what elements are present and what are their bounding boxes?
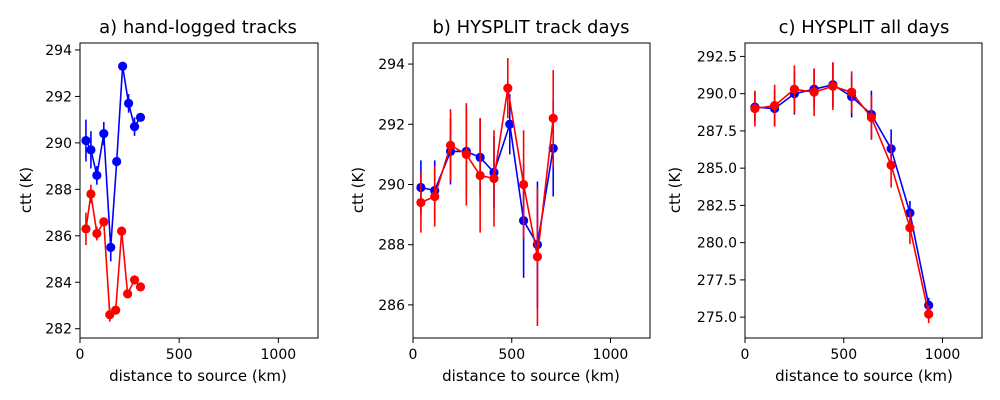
panel-a-xlabel: distance to source (km) (109, 367, 287, 385)
panel-b-red-point (430, 191, 440, 202)
panel-a-ytick-label: 284 (45, 275, 72, 291)
panel-b-ytick-label: 290 (378, 177, 405, 193)
panel-b-ytick-label: 288 (378, 238, 405, 254)
panel-b-red-point (532, 252, 543, 262)
panel-c-red-point (770, 100, 780, 111)
panel-c-red-line (754, 85, 930, 315)
panel-b-red-point (445, 140, 456, 150)
panel-a-blue-point (135, 112, 146, 122)
panel-b-series-red (416, 58, 558, 326)
panel-a-red-point (135, 282, 146, 292)
panel-a-blue-line (85, 66, 142, 248)
panel-a-red-point (129, 275, 140, 285)
panel-a-series-red (81, 184, 146, 322)
panel-c-xlabel: distance to source (km) (775, 367, 953, 385)
panel-b-xtick-label: 0 (409, 347, 418, 363)
panel-b-ytick-label: 286 (378, 298, 405, 314)
panel-a-blue-point (86, 145, 96, 155)
panel-c-title: c) HYSPLIT all days (779, 17, 950, 38)
panel-c-ytick-label: 285.0 (697, 161, 737, 177)
panel-b-xtick-label: 1000 (593, 347, 629, 363)
panel-c: c) HYSPLIT all days distance to source (… (666, 17, 983, 385)
panel-a-red-point (92, 228, 102, 239)
panel-a-title: a) hand-logged tracks (99, 17, 297, 38)
panel-c-ytick-label: 287.5 (697, 124, 737, 140)
panel-a-red-point (81, 224, 91, 234)
panel-b-red-point (489, 173, 499, 184)
panel-b-red-line (420, 88, 554, 257)
panel-c-ylabel: ctt (K) (666, 167, 684, 213)
panel-a-blue-point (129, 122, 140, 132)
panel-b-red-point (548, 113, 558, 123)
panel-a-red-point (86, 189, 96, 199)
panel-a: a) hand-logged tracks distance to source… (17, 17, 319, 385)
panel-a-ytick-label: 288 (45, 182, 72, 198)
panel-b-red-point (475, 170, 485, 181)
panel-a-red-point (123, 289, 133, 299)
panel-a-blue-point (81, 135, 91, 146)
panel-a-xtick-label: 1000 (261, 347, 297, 363)
panel-b-ylabel: ctt (K) (349, 167, 367, 213)
panel-c-plot-area: 0 500 1000 275.0 277.5 280.0 282.5 285.0 287.5 29… (697, 42, 983, 363)
panel-a-plot-area: 0 500 1000 282 284 286 288 290 292 294 (45, 42, 319, 363)
panel-a-blue-point (99, 128, 109, 139)
panel-c-red-point (789, 84, 799, 94)
panel-c-ytick-label: 290.0 (697, 87, 737, 103)
panel-c-xtick-label: 500 (830, 347, 857, 363)
panel-b-xlabel: distance to source (km) (442, 367, 620, 385)
panel-c-red-point (809, 87, 819, 97)
panel-a-blue-point (118, 61, 128, 71)
panel-c-red-point (866, 112, 877, 123)
panel-a-ytick-label: 292 (45, 89, 72, 105)
panel-b-axes-frame (412, 42, 651, 339)
panel-b-red-point (416, 197, 426, 208)
panel-c-xtick-label: 1000 (925, 347, 961, 363)
panel-a-blue-point (92, 170, 102, 181)
panel-c-ytick-label: 282.5 (697, 198, 737, 214)
panel-a-ytick-label: 282 (45, 322, 72, 338)
panel-a-axes-frame (79, 42, 319, 339)
panel-c-series-red (750, 62, 934, 324)
panel-b-ytick-label: 294 (378, 57, 405, 73)
panel-c-blue-line (754, 83, 930, 306)
panel-c-ytick-label: 280.0 (697, 236, 737, 252)
panel-c-axes-frame (744, 42, 983, 339)
panel-b-ytick-label: 292 (378, 117, 405, 133)
panel-b: b) HYSPLIT track days distance to source… (349, 17, 651, 385)
panel-a-series-blue (81, 61, 146, 262)
panel-b-plot-area: 0 500 1000 286 288 290 292 294 (378, 42, 651, 363)
panel-a-blue-point (112, 156, 122, 167)
panel-b-red-point (461, 149, 471, 159)
panel-b-xtick-label: 500 (498, 347, 525, 363)
panel-a-red-point (99, 217, 109, 227)
panel-a-xtick-label: 0 (76, 347, 85, 363)
panel-a-blue-point (123, 98, 134, 108)
panel-a-ylabel: ctt (K) (17, 167, 35, 213)
panel-a-red-point (117, 226, 127, 236)
panel-a-blue-point (106, 242, 116, 253)
panel-b-title: b) HYSPLIT track days (432, 17, 629, 38)
panel-a-ytick-label: 290 (45, 136, 72, 152)
panel-c-ytick-label: 277.5 (697, 273, 737, 289)
panel-c-red-point (828, 81, 838, 91)
panel-b-blue-point (505, 119, 515, 129)
panel-c-red-point (924, 309, 934, 319)
panel-a-ytick-label: 286 (45, 229, 72, 245)
panel-a-red-point (111, 305, 121, 315)
panel-c-red-point (847, 87, 857, 97)
panel-c-red-point (886, 160, 896, 170)
panel-a-xtick-label: 500 (166, 347, 193, 363)
panel-c-ytick-label: 275.0 (697, 310, 737, 326)
panel-b-red-point (503, 83, 513, 93)
panel-b-red-point (519, 179, 529, 190)
panel-c-red-point (905, 223, 915, 233)
panel-c-red-point (750, 103, 760, 114)
panel-c-xtick-label: 0 (741, 347, 750, 363)
panel-a-ytick-label: 294 (45, 43, 72, 59)
panel-c-ytick-label: 292.5 (697, 49, 737, 65)
